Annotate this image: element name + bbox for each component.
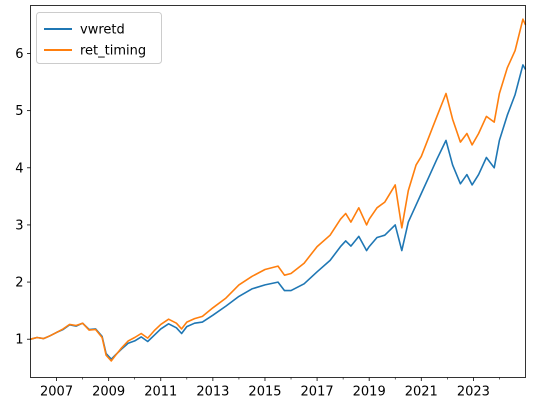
x-tick-label: 2009 <box>92 385 125 400</box>
y-axis: 1 2 3 4 5 6 <box>15 47 31 348</box>
x-tick-label: 2021 <box>405 385 438 400</box>
series-line-vwretd <box>30 64 527 360</box>
y-tick-label: 1 <box>15 333 23 348</box>
y-tick-label: 2 <box>15 276 23 291</box>
y-tick-label: 4 <box>15 161 23 176</box>
x-tick-label: 2019 <box>353 385 386 400</box>
x-tick-label: 2011 <box>144 385 177 400</box>
legend: vwretd ret_timing <box>36 12 162 64</box>
x-tick-label: 2007 <box>40 385 73 400</box>
x-axis: 2007 2009 2011 2013 2015 2017 2019 2021 2023 <box>40 377 500 400</box>
x-tick-label: 2023 <box>457 385 490 400</box>
series-layer <box>30 18 527 362</box>
y-tick-label: 6 <box>15 47 23 62</box>
x-tick-label: 2013 <box>196 385 229 400</box>
legend-label-ret-timing: ret_timing <box>80 44 146 59</box>
y-tick-label: 5 <box>15 104 23 119</box>
y-tick-label: 3 <box>15 218 23 233</box>
series-line-ret-timing <box>30 18 527 362</box>
plot-frame <box>30 5 526 378</box>
x-tick-label: 2017 <box>301 385 334 400</box>
x-tick-label: 2015 <box>248 385 281 400</box>
legend-label-vwretd: vwretd <box>80 23 125 38</box>
